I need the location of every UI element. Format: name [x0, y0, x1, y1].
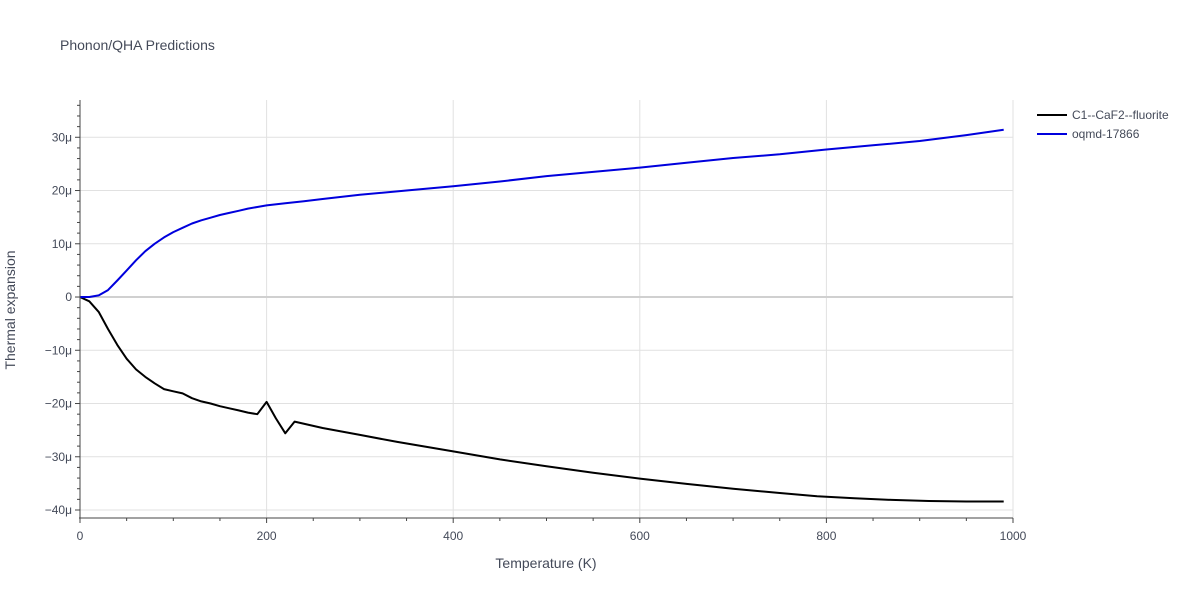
- chart-title: Phonon/QHA Predictions: [60, 37, 215, 53]
- axes: [75, 100, 1014, 523]
- y-tick-label: −40μ: [45, 503, 72, 517]
- y-axis-title: Thermal expansion: [2, 250, 18, 369]
- y-tick-label: 10μ: [52, 237, 72, 251]
- y-tick-label: −20μ: [45, 397, 72, 411]
- x-tick-label: 800: [816, 529, 836, 543]
- legend: C1--CaF2--fluorite oqmd-17866: [1037, 108, 1169, 141]
- y-tick-label: 0: [65, 290, 72, 304]
- x-tick-label: 0: [77, 529, 84, 543]
- legend-label: C1--CaF2--fluorite: [1072, 108, 1169, 122]
- y-tick-label: −10μ: [45, 343, 72, 357]
- y-tick-label: −30μ: [45, 450, 72, 464]
- x-axis-title: Temperature (K): [495, 555, 596, 571]
- x-tick-label: 200: [257, 529, 277, 543]
- y-tick-labels: −40μ −30μ −20μ −10μ 0 10μ 20μ 30μ: [45, 130, 73, 517]
- gridlines: [80, 100, 1014, 518]
- series-layer: [79, 128, 1004, 503]
- y-tick-label: 30μ: [52, 130, 72, 144]
- x-tick-label: 600: [630, 529, 650, 543]
- series-line-1: [80, 128, 1004, 298]
- series-line-0: [79, 296, 1004, 503]
- x-tick-labels: 0 200 400 600 800 1000: [77, 529, 1027, 543]
- y-tick-label: 20μ: [52, 184, 72, 198]
- legend-label: oqmd-17866: [1072, 127, 1140, 141]
- x-tick-label: 400: [443, 529, 463, 543]
- x-tick-label: 1000: [1000, 529, 1027, 543]
